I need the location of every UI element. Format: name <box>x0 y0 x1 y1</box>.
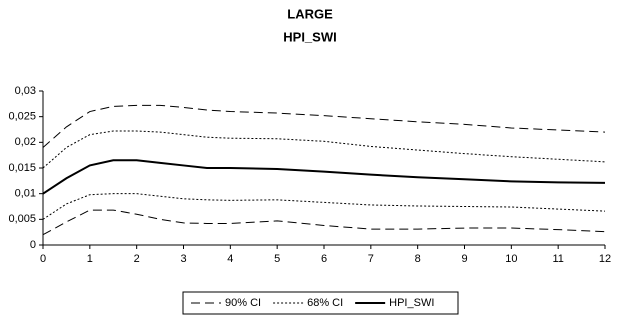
line-values <box>42 159 606 195</box>
x-tick-label: 6 <box>321 253 327 265</box>
y-tick-label: 0,03 <box>15 85 36 97</box>
x-tick-label: 1 <box>87 253 93 265</box>
y-tick-label: 0,005 <box>8 213 36 225</box>
y-tick-label: 0,015 <box>8 162 36 174</box>
x-tick-label: 11 <box>552 253 563 265</box>
legend-box <box>182 291 459 315</box>
x-tick-label: 12 <box>599 253 611 265</box>
x-tick-label: 10 <box>505 253 517 265</box>
legend-label: 68% CI <box>307 297 343 309</box>
y-tick-label: 0,01 <box>15 188 36 200</box>
x-tick-label: 7 <box>368 253 374 265</box>
line-values <box>42 130 606 169</box>
y-tick-label: 0,02 <box>15 136 36 148</box>
x-tick-label: 5 <box>274 253 280 265</box>
chart-subtitle: HPI_SWI <box>283 29 336 44</box>
x-tick-label: 0 <box>40 253 46 265</box>
line-lower <box>42 209 606 236</box>
y-tick-label: 0,025 <box>8 111 36 123</box>
line-lower <box>42 193 606 220</box>
x-tick-label: 3 <box>180 253 186 265</box>
x-tick-label: 4 <box>227 253 233 265</box>
x-tick-label: 2 <box>134 253 140 265</box>
legend-label: 90% CI <box>225 297 261 309</box>
y-tick-label: 0 <box>30 239 36 251</box>
x-tick-label: 8 <box>415 253 421 265</box>
x-tick-label: 9 <box>461 253 467 265</box>
chart-title: LARGE <box>287 6 333 21</box>
line-values <box>42 104 606 148</box>
legend-label: HPI_SWI <box>389 297 434 309</box>
